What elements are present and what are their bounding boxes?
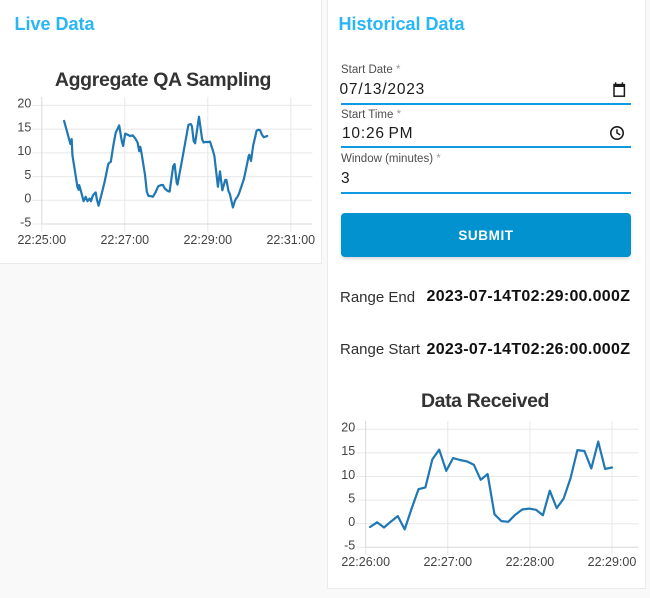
svg-text:15: 15 (341, 444, 355, 458)
svg-text:-5: -5 (344, 539, 355, 553)
svg-text:Aggregate QA Sampling: Aggregate QA Sampling (55, 69, 271, 91)
svg-text:22:27:00: 22:27:00 (100, 233, 149, 247)
svg-text:20: 20 (341, 421, 355, 435)
svg-text:Data Received: Data Received (421, 390, 549, 412)
svg-text:5: 5 (348, 491, 355, 505)
svg-text:22:28:00: 22:28:00 (506, 555, 555, 569)
svg-text:-5: -5 (20, 215, 31, 229)
svg-text:22:26:00: 22:26:00 (341, 555, 390, 569)
svg-text:10: 10 (341, 468, 355, 482)
svg-text:22:25:00: 22:25:00 (17, 233, 66, 247)
svg-text:10: 10 (17, 144, 31, 158)
svg-text:22:29:00: 22:29:00 (183, 233, 232, 247)
svg-text:20: 20 (17, 97, 31, 111)
svg-text:5: 5 (24, 168, 31, 182)
svg-text:22:31:00: 22:31:00 (266, 233, 315, 247)
svg-text:15: 15 (17, 120, 31, 134)
svg-text:0: 0 (24, 192, 31, 206)
svg-text:22:29:00: 22:29:00 (588, 555, 637, 569)
svg-text:0: 0 (348, 515, 355, 529)
svg-text:22:27:00: 22:27:00 (423, 555, 472, 569)
